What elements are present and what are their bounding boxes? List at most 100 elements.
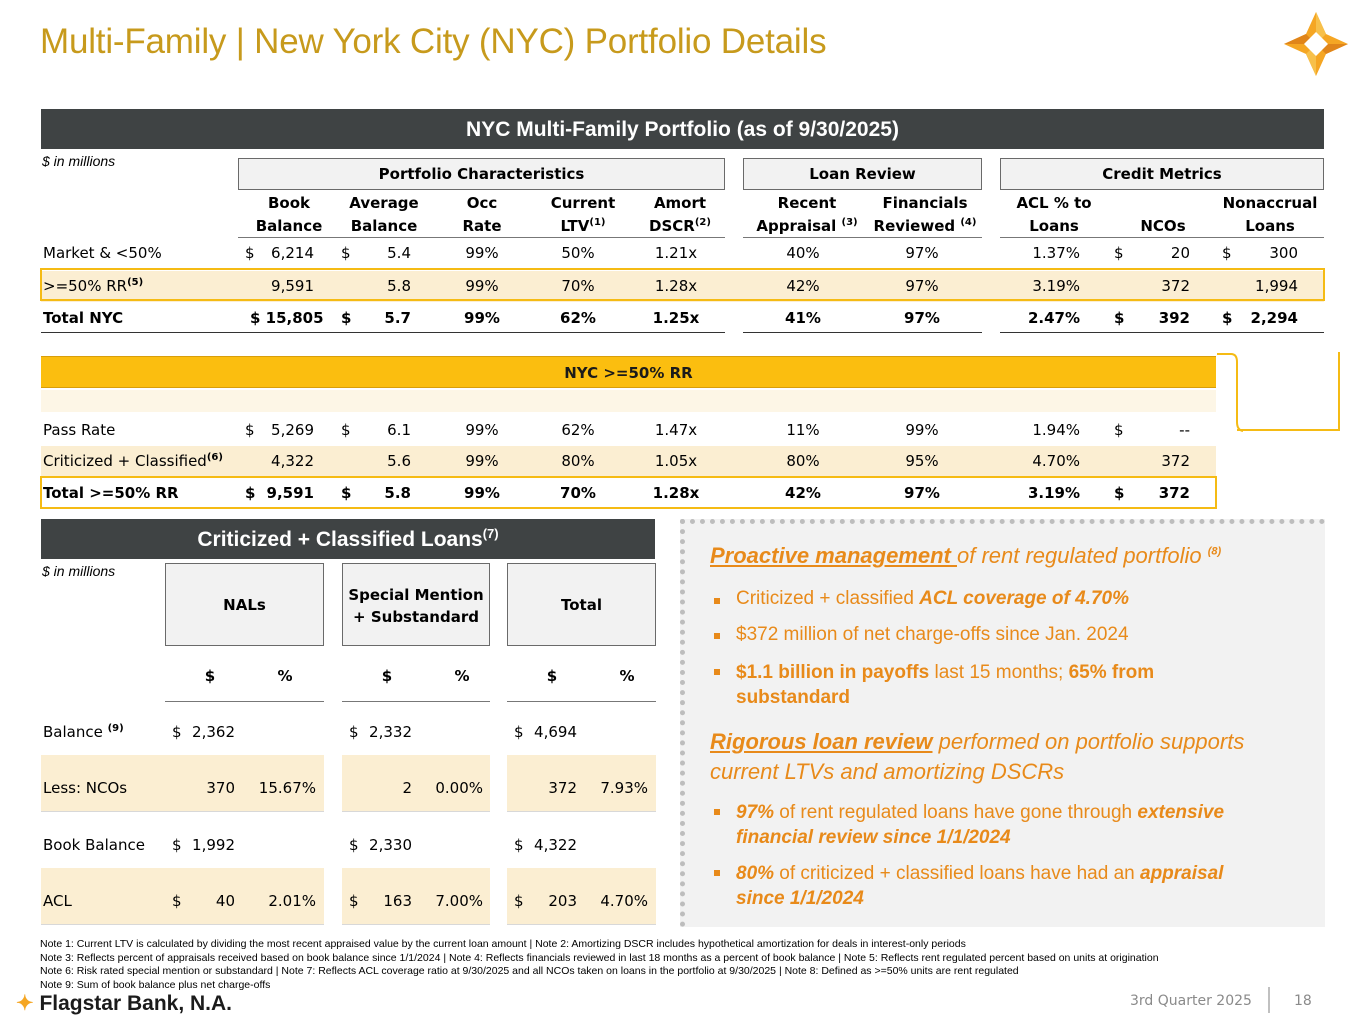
cell-appraisal: 41%	[785, 309, 821, 327]
footnotes: Note 1: Current LTV is calculated by div…	[40, 938, 1159, 991]
bracket-connector	[1217, 352, 1340, 432]
group-portfolio-characteristics: Portfolio Characteristics	[238, 158, 725, 190]
cc-row-label: Book Balance	[43, 836, 145, 854]
cell-nal: 2,294	[1250, 309, 1298, 327]
cell-ltv: 80%	[561, 452, 595, 470]
row-label: Pass Rate	[43, 421, 116, 439]
cell-nco: --	[1179, 421, 1190, 439]
row-shading	[41, 446, 1216, 477]
cell-occ: 99%	[465, 452, 499, 470]
row-label: Total >=50% RR	[43, 484, 179, 502]
cell-ab: 5.8	[387, 277, 411, 295]
rr-row-highlight	[40, 268, 1325, 301]
cc-cell-pct: 7.93%	[600, 779, 648, 797]
cc-dollar-head: $	[546, 667, 558, 685]
cell-nco: 372	[1161, 452, 1190, 470]
rr-total-highlight	[40, 476, 1217, 509]
cell-bb: 6,214	[271, 244, 314, 262]
col-acl-pct: ACL % to Loans	[1016, 194, 1092, 235]
cell-bb: 9,591	[266, 484, 314, 502]
bullet-acl-coverage: Criticized + classified ACL coverage of …	[736, 588, 1129, 609]
cell-nal-dollar: $	[1222, 309, 1233, 327]
row-shading	[41, 868, 324, 924]
cell-dscr: 1.47x	[654, 421, 698, 439]
row-shading	[507, 755, 656, 811]
cell-nco-dollar: $	[1114, 421, 1124, 439]
cell-financials: 97%	[905, 244, 939, 262]
page-number: 18	[1294, 993, 1312, 1009]
cell-ltv: 62%	[560, 309, 596, 327]
page-title: Multi-Family | New York City (NYC) Portf…	[40, 22, 827, 61]
row-shading	[41, 755, 324, 811]
col-ncos: NCOs	[1140, 217, 1186, 235]
cell-nco-dollar: $	[1114, 244, 1124, 262]
col-current-ltv: Current LTV(1)	[550, 194, 616, 235]
cell-nco: 372	[1161, 277, 1190, 295]
col-occ-rate: Occ Rate	[462, 194, 502, 235]
cell-nco-dollar: $	[1114, 309, 1125, 327]
cell-appraisal: 80%	[786, 452, 820, 470]
group-loan-review: Loan Review	[743, 158, 982, 190]
cc-pct-head: %	[619, 667, 635, 685]
cc-cell-value: 2,332	[369, 723, 412, 741]
cc-cell-dollar: $	[514, 723, 524, 741]
cc-cell-value: 1,992	[192, 836, 235, 854]
cc-group-special-mention: Special Mention + Substandard	[342, 563, 490, 646]
cc-cell-pct: 15.67%	[258, 779, 316, 797]
cell-dscr: 1.28x	[654, 277, 698, 295]
company-logo: ✦ Flagstar Bank, N.A.	[16, 992, 233, 1015]
cell-financials: 97%	[905, 277, 939, 295]
rigorous-review-heading: Rigorous loan review performed on portfo…	[710, 729, 1245, 784]
cell-bb: 9,591	[271, 277, 314, 295]
cc-pct-head: %	[454, 667, 470, 685]
cell-occ: 99%	[465, 421, 499, 439]
cell-ltv: 62%	[561, 421, 595, 439]
cell-appraisal: 40%	[786, 244, 820, 262]
cc-cell-value: 40	[215, 892, 235, 910]
cell-acl: 4.70%	[1032, 452, 1080, 470]
cc-group-total: Total	[507, 563, 656, 646]
row-label: Total NYC	[43, 309, 124, 327]
cell-ab-dollar: $	[341, 421, 351, 439]
footer-quarter: 3rd Quarter 2025	[1130, 993, 1252, 1009]
row-shading	[342, 868, 490, 924]
cell-bb-dollar: $	[245, 244, 255, 262]
row-label: >=50% RR(5)	[43, 277, 144, 295]
row-shading	[507, 868, 656, 924]
bullet-net-charge-offs: $372 million of net charge-offs since Ja…	[736, 624, 1129, 645]
cell-occ: 99%	[465, 277, 499, 295]
cell-bb-dollar: $	[245, 484, 256, 502]
cc-cell-pct: 0.00%	[435, 779, 483, 797]
cell-ab: 5.4	[387, 244, 411, 262]
cell-bb: 4,322	[271, 452, 314, 470]
units-note: $ in millions	[42, 153, 116, 169]
cc-cell-pct: 2.01%	[268, 892, 316, 910]
row-shading	[342, 755, 490, 811]
cc-cell-value: 2,330	[369, 836, 412, 854]
bullet-financial-review: 97% of rent regulated loans have gone th…	[736, 802, 1225, 848]
cc-cell-value: 4,322	[534, 836, 577, 854]
row-label: Market & <50%	[43, 244, 162, 262]
cc-units-note: $ in millions	[42, 563, 116, 579]
cell-financials: 97%	[904, 309, 940, 327]
cell-ab: 5.6	[387, 452, 411, 470]
cell-financials: 95%	[905, 452, 939, 470]
flagstar-star-icon	[1284, 12, 1348, 76]
cell-nco-dollar: $	[1114, 484, 1125, 502]
bullet-payoffs: $1.1 billion in payoffs last 15 months; …	[736, 662, 1155, 708]
group-credit-metrics: Credit Metrics	[1000, 158, 1324, 190]
cell-financials: 99%	[905, 421, 939, 439]
row-label: Criticized + Classified(6)	[43, 452, 223, 470]
cc-cell-dollar: $	[349, 892, 359, 910]
cell-nco: 372	[1158, 484, 1190, 502]
col-amort-dscr: Amort DSCR(2)	[649, 194, 711, 235]
cell-dscr: 1.28x	[652, 484, 700, 502]
cc-cell-value: 372	[548, 779, 577, 797]
cc-row-label: Less: NCOs	[43, 779, 128, 797]
cell-acl: 1.37%	[1032, 244, 1080, 262]
cell-ltv: 50%	[561, 244, 595, 262]
cc-cell-value: 203	[548, 892, 577, 910]
cell-nal-dollar: $	[1222, 244, 1232, 262]
cell-ab: 5.7	[384, 309, 411, 327]
cc-row-label: Balance (9)	[43, 723, 124, 741]
